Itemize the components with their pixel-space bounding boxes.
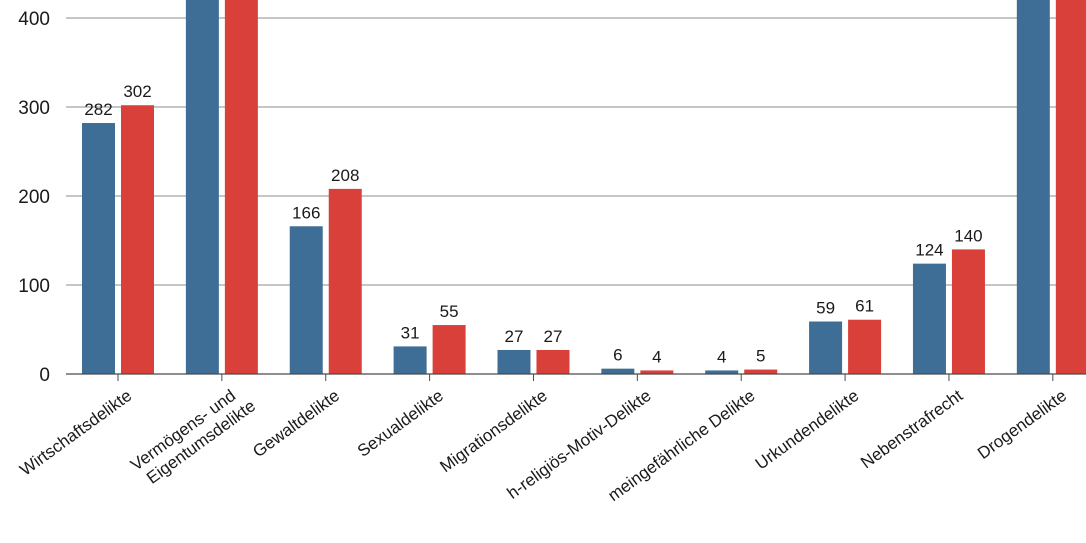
data-label: 166 [292, 203, 320, 222]
data-label: 59 [816, 298, 835, 317]
data-label: 31 [401, 323, 420, 342]
bar [121, 105, 154, 374]
bar [497, 349, 531, 374]
data-label: 124 [915, 241, 943, 260]
y-tick-label: 200 [18, 187, 50, 208]
data-label: 55 [440, 302, 459, 321]
bar [912, 263, 946, 374]
data-label: 282 [84, 100, 112, 119]
x-tick-label: Wirtschaftsdelikte [16, 386, 135, 480]
bar [393, 346, 427, 374]
x-tick-label: Sexualdelikte [354, 386, 447, 461]
data-label: 4 [717, 347, 726, 366]
data-label: 140 [954, 226, 982, 245]
x-tick-label: Migrationsdelikte [436, 386, 550, 476]
bar [809, 321, 843, 374]
bar [224, 0, 258, 374]
bar [744, 369, 778, 374]
x-tick-label: Nebenstrafrecht [857, 386, 966, 473]
x-tick-label-line: Nebenstrafrecht [857, 386, 966, 473]
bar [1055, 0, 1086, 374]
bar [536, 349, 570, 374]
x-tick-label-line: Urkundendelikte [752, 386, 863, 474]
bar [951, 249, 985, 374]
x-tick-label: Urkundendelikte [752, 386, 863, 474]
data-label: 6 [613, 346, 622, 365]
x-tick-label-line: Gewaltdelikte [249, 386, 343, 461]
y-tick-label: 400 [18, 9, 50, 30]
x-tick-label-line: Sexualdelikte [354, 386, 447, 461]
bar [640, 370, 674, 374]
bars [82, 0, 1086, 375]
y-axis: 0 100 200 300 400 [18, 9, 50, 386]
data-labels: 282 302 166 208 31 55 27 27 6 4 4 5 59 61 124 140 [84, 82, 982, 366]
bar [705, 370, 739, 374]
x-tick-label-line: Wirtschaftsdelikte [16, 386, 135, 480]
x-tick-label: Drogendelikte [974, 386, 1070, 463]
bar [1016, 0, 1050, 374]
data-label: 27 [505, 327, 524, 346]
bar [82, 123, 115, 375]
y-tick-label: 100 [18, 276, 50, 297]
data-label: 302 [123, 82, 151, 101]
bar [432, 325, 466, 374]
data-label: 4 [652, 347, 661, 366]
bar [848, 319, 882, 374]
bar [185, 0, 219, 374]
x-tick-label-line: Drogendelikte [974, 386, 1070, 463]
y-tick-label: 300 [18, 98, 50, 119]
x-tick-label-line: Migrationsdelikte [436, 386, 550, 476]
x-tick-label: Gewaltdelikte [249, 386, 343, 461]
y-tick-label: 0 [39, 365, 50, 386]
bar [601, 368, 635, 374]
data-label: 61 [855, 297, 874, 316]
data-label: 5 [756, 347, 765, 366]
bar [289, 226, 323, 374]
data-label: 208 [331, 166, 359, 185]
bar [328, 188, 362, 374]
data-label: 27 [544, 327, 563, 346]
